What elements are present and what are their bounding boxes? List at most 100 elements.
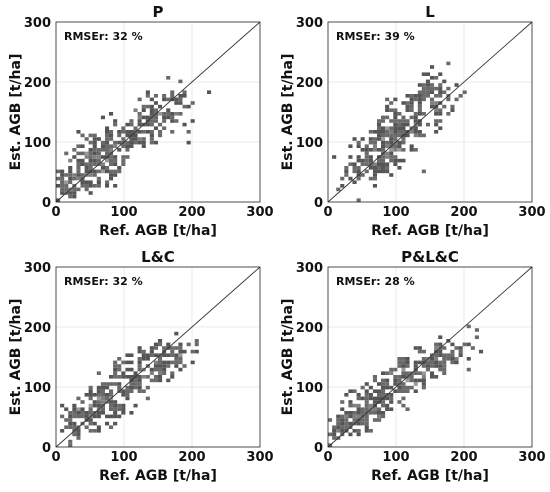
density-cell <box>88 407 93 411</box>
density-cell <box>149 108 154 112</box>
density-cell <box>356 144 361 148</box>
density-cell <box>372 184 377 188</box>
density-cell <box>141 137 146 141</box>
density-cell <box>182 94 187 98</box>
density-cell <box>113 367 118 372</box>
density-cell <box>340 176 345 181</box>
density-cell <box>72 425 77 429</box>
density-cell <box>145 396 150 401</box>
density-cell <box>368 393 373 397</box>
density-cell <box>413 382 418 386</box>
panel-p: P RMSEr: 32 % Ref. AGB [t/ha] Est. AGB [… <box>8 3 274 239</box>
density-cell <box>364 144 369 148</box>
density-cell <box>88 389 93 393</box>
density-cell <box>417 90 422 94</box>
density-cell <box>80 407 85 411</box>
density-cell <box>474 328 479 332</box>
density-cell <box>352 389 357 393</box>
density-cell <box>352 418 357 422</box>
density-cell <box>88 421 93 426</box>
density-cell <box>368 385 373 390</box>
density-cell <box>389 155 394 159</box>
density-cell <box>88 418 93 422</box>
density-cell <box>92 158 97 163</box>
density-cell <box>149 346 154 350</box>
density-cell <box>393 148 398 152</box>
density-cell <box>364 396 369 401</box>
density-cell <box>458 94 463 98</box>
plot-frame <box>55 266 261 448</box>
density-cell <box>105 169 110 174</box>
density-cell <box>344 421 349 426</box>
density-cell <box>352 403 357 408</box>
density-cell <box>425 86 430 91</box>
density-cell <box>438 360 443 365</box>
density-cell <box>113 414 118 419</box>
density-cell <box>409 94 414 98</box>
density-cell <box>68 443 73 447</box>
density-cell <box>153 342 158 347</box>
density-cell <box>348 155 353 159</box>
density-cell <box>194 339 199 343</box>
density-cell <box>348 403 353 408</box>
density-cell <box>446 61 451 66</box>
density-cell <box>145 104 150 109</box>
density-cell <box>381 403 386 408</box>
density-cell <box>125 367 130 372</box>
density-cell <box>182 122 187 127</box>
density-cell <box>340 400 345 404</box>
density-cell <box>137 357 142 361</box>
density-cell <box>96 151 101 156</box>
x-axis-label: Ref. AGB [t/ha] <box>99 468 217 484</box>
density-cell <box>149 119 154 123</box>
density-cell <box>170 94 175 98</box>
density-cell <box>381 140 386 145</box>
density-cell <box>88 158 93 163</box>
density-cell <box>153 108 158 112</box>
density-cell <box>434 112 439 116</box>
density-cell <box>113 407 118 411</box>
density-cell <box>88 148 93 152</box>
density-cell <box>88 184 93 188</box>
density-cell <box>372 407 377 411</box>
density-cell <box>113 411 118 415</box>
density-cell <box>413 364 418 368</box>
density-cell <box>68 414 73 419</box>
y-tick-label: 100 <box>296 136 323 151</box>
density-cell <box>381 378 386 383</box>
density-cell <box>76 407 81 411</box>
density-cell <box>381 158 386 163</box>
density-cell <box>88 385 93 390</box>
density-cell <box>137 97 142 102</box>
density-cell <box>381 393 386 397</box>
density-cell <box>356 403 361 408</box>
density-cell <box>450 342 455 347</box>
density-cell <box>109 137 114 141</box>
density-cell <box>454 97 459 102</box>
density-cell <box>352 180 357 184</box>
density-cell <box>336 425 341 429</box>
density-cell <box>125 140 130 145</box>
density-cell <box>377 137 382 141</box>
density-cell <box>96 371 101 375</box>
density-cell <box>389 108 394 112</box>
density-cell <box>72 421 77 426</box>
density-cell <box>174 364 179 368</box>
density-cell <box>149 140 154 145</box>
density-cell <box>393 378 398 383</box>
density-cell <box>474 335 479 339</box>
density-cell <box>162 367 167 372</box>
density-cell <box>84 414 89 419</box>
density-cell <box>372 176 377 181</box>
density-cell <box>364 403 369 408</box>
density-cell <box>360 158 365 163</box>
density-cell <box>377 407 382 411</box>
density-cell <box>137 112 142 116</box>
density-cell <box>166 108 171 112</box>
density-cell <box>377 396 382 401</box>
density-cell <box>109 130 114 134</box>
density-cell <box>56 184 61 188</box>
density-cell <box>344 414 349 419</box>
density-cell <box>381 371 386 375</box>
density-cell <box>129 375 134 379</box>
